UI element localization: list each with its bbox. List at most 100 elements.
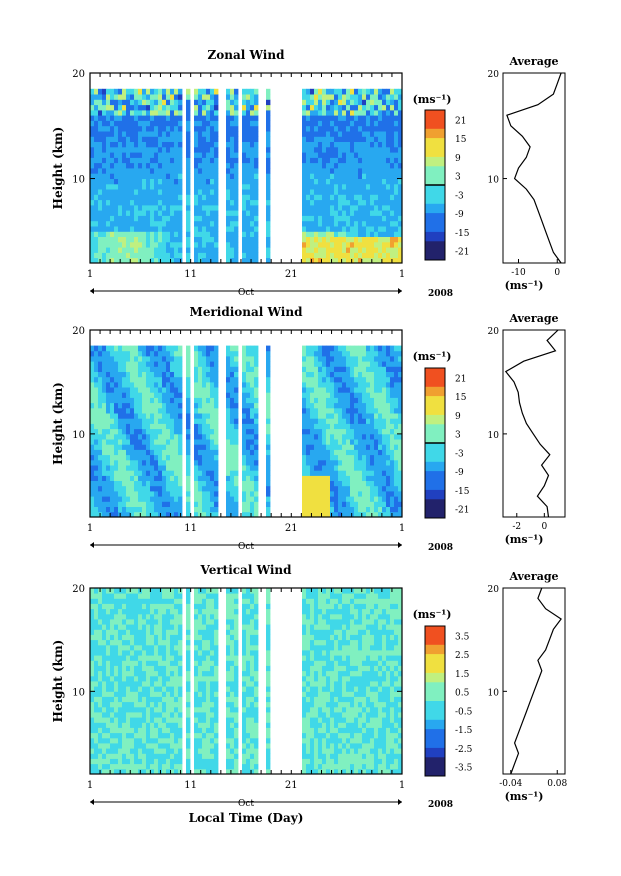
heatmap-cell [234,194,239,201]
heatmap-cell [214,94,219,100]
heatmap-cell [230,480,235,487]
heatmap-cell [394,199,399,206]
heatmap-cell [110,465,115,471]
heatmap-cell [230,115,235,121]
heatmap-cell [230,356,235,362]
heatmap-cell [122,768,127,775]
heatmap-cell [90,619,95,625]
heatmap-cell [94,696,99,703]
heatmap-cell [370,376,375,383]
heatmap-cell [98,247,103,253]
heatmap-cell [266,454,271,461]
heatmap-cell [102,696,107,703]
heatmap-cell [118,639,123,646]
colorbar-tick-label: -9 [455,468,464,478]
heatmap-cell [122,475,127,481]
heatmap-cell [334,241,339,248]
heatmap-cell [134,743,139,749]
heatmap-cell [186,496,191,502]
heatmap-cell [246,356,251,362]
heatmap-cell [158,439,163,445]
heatmap-cell [234,115,239,121]
heatmap-cell [206,220,211,227]
heatmap-cell [106,366,111,372]
heatmap-cell [150,247,155,253]
heatmap-cell [98,732,103,739]
heatmap-cell [122,162,127,169]
heatmap-cell [162,418,167,424]
heatmap-cell [370,99,375,106]
heatmap-cell [206,345,211,352]
heatmap-cell [162,173,167,179]
heatmap-cell [318,433,323,440]
heatmap-cell [134,506,139,513]
heatmap-cell [302,199,307,206]
heatmap-cell [206,189,211,195]
heatmap-cell [142,423,147,430]
heatmap-cell [326,366,331,372]
heatmap-cell [386,88,391,95]
colorbar-tick-label: 3 [455,431,461,441]
heatmap-cell [302,465,307,471]
heatmap-cell [310,252,315,259]
heatmap-cell [230,215,235,222]
heatmap-cell [118,215,123,222]
heatmap-cell [302,131,307,137]
heatmap-cell [310,402,315,409]
heatmap-cell [318,371,323,378]
heatmap-cell [322,345,327,352]
heatmap-cell [194,231,199,237]
heatmap-cell [94,413,99,419]
heatmap-cell [394,252,399,259]
heatmap-cell [150,397,155,404]
heatmap-cell [206,423,211,430]
heatmap-cell [122,665,127,672]
heatmap-cell [138,407,143,414]
heatmap-cell [334,402,339,409]
heatmap-cell [374,423,379,430]
heatmap-cell [174,345,179,352]
heatmap-cell [306,183,311,190]
heatmap-cell [394,157,399,164]
heatmap-cell [150,722,155,728]
heatmap-cell [186,168,191,174]
heatmap-cell [366,361,371,367]
heatmap-cell [334,120,339,127]
heatmap-cell [234,241,239,248]
heatmap-cell [350,465,355,471]
heatmap-cell [354,247,359,253]
heatmap-cell [90,371,95,378]
heatmap-cell [302,241,307,248]
heatmap-cell [126,433,131,440]
heatmap-cell [214,387,219,393]
heatmap-cell [254,376,259,383]
heatmap-cell [162,387,167,393]
heatmap-cell [118,125,123,132]
heatmap-cell [94,665,99,672]
heatmap-cell [138,162,143,169]
heatmap-cell [370,131,375,137]
heatmap-cell [338,485,343,492]
heatmap-cell [314,470,319,476]
heatmap-cell [130,465,135,471]
heatmap-cell [210,157,215,164]
heatmap-cell [266,496,271,502]
heatmap-cell [138,428,143,435]
heatmap-cell [162,496,167,502]
heatmap-cell [346,501,351,507]
heatmap-cell [266,381,271,388]
heatmap-cell [170,152,175,158]
heatmap-cell [98,361,103,367]
heatmap-cell [334,423,339,430]
heatmap-cell [142,727,147,734]
heatmap-cell [246,433,251,440]
heatmap-cell [198,257,203,264]
heatmap-cell [234,183,239,190]
heatmap-cell [230,183,235,190]
heatmap-cell [390,413,395,419]
heatmap-cell [338,125,343,132]
heatmap-cell [146,743,151,749]
heatmap-cell [198,141,203,148]
heatmap-cell [138,737,143,744]
heatmap-cell [342,120,347,127]
